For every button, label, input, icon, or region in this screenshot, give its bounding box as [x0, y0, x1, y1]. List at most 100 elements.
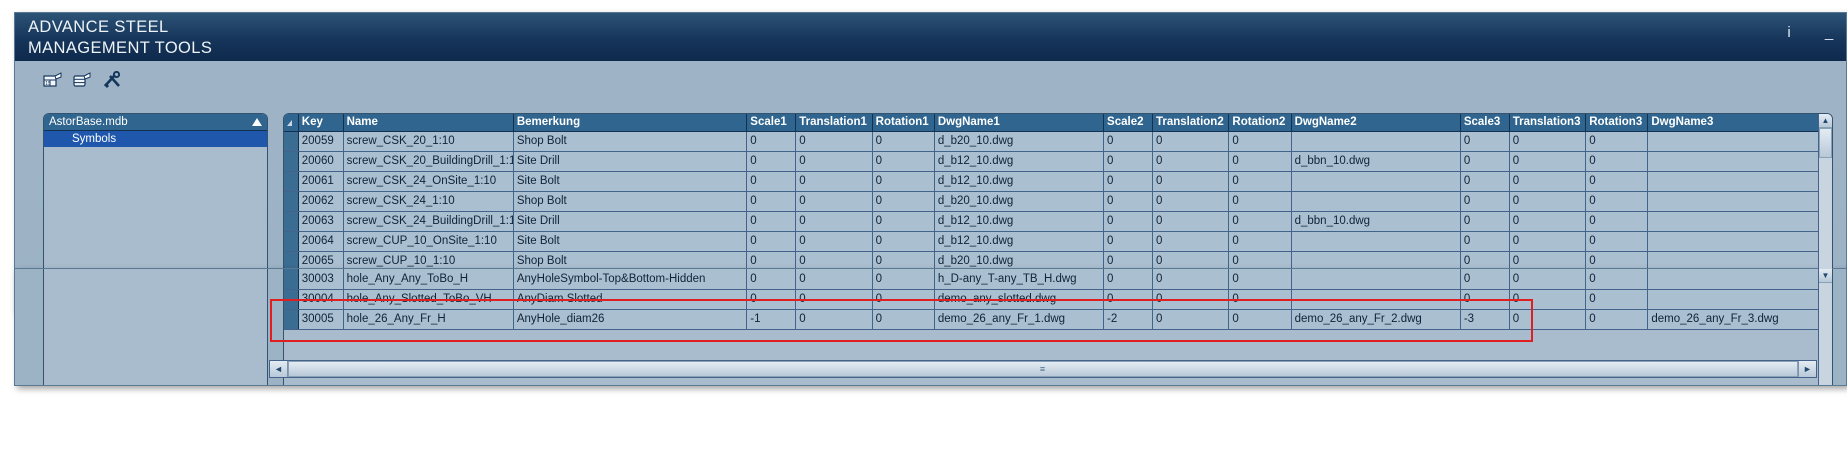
- cell-key[interactable]: 20065: [298, 251, 344, 272]
- cell-rotation1[interactable]: 0: [872, 269, 935, 290]
- cell-name[interactable]: screw_CUP_10_OnSite_1:10: [343, 231, 514, 252]
- cell-translation2[interactable]: 0: [1152, 251, 1230, 272]
- cell-bemerkung[interactable]: Site Bolt: [513, 231, 748, 252]
- cell-scale2[interactable]: 0: [1103, 211, 1153, 232]
- cell-scale2[interactable]: 0: [1103, 269, 1153, 290]
- cell-scale1[interactable]: 0: [746, 171, 797, 192]
- cell-bemerkung[interactable]: Site Drill: [513, 211, 748, 232]
- row-selector-cell[interactable]: [284, 131, 299, 152]
- cell-translation1[interactable]: 0: [795, 131, 873, 152]
- cell-rotation3[interactable]: 0: [1585, 269, 1649, 290]
- cell-scale3[interactable]: 0: [1460, 151, 1510, 172]
- cell-translation1[interactable]: 0: [795, 191, 873, 212]
- info-icon[interactable]: i: [1787, 24, 1791, 41]
- tree-node-symbols[interactable]: Symbols: [44, 131, 267, 147]
- cell-rotation2[interactable]: 0: [1228, 231, 1292, 252]
- cell-dwgname3[interactable]: [1647, 269, 1832, 290]
- cell-dwgname3[interactable]: [1647, 151, 1832, 172]
- cell-rotation1[interactable]: 0: [872, 289, 935, 310]
- cell-dwgname3[interactable]: [1647, 171, 1832, 192]
- cell-rotation1[interactable]: 0: [872, 231, 935, 252]
- cell-key[interactable]: 20063: [298, 211, 344, 232]
- select-all-corner[interactable]: [284, 114, 299, 132]
- cell-scale3[interactable]: 0: [1460, 289, 1510, 310]
- cell-rotation1[interactable]: 0: [872, 251, 935, 272]
- cell-rotation2[interactable]: 0: [1228, 309, 1292, 330]
- cell-rotation1[interactable]: 0: [872, 131, 935, 152]
- column-header-scale3[interactable]: Scale3: [1460, 114, 1510, 132]
- cell-bemerkung[interactable]: AnyHoleSymbol-Top&Bottom-Hidden: [513, 269, 748, 290]
- scroll-left-arrow-icon[interactable]: ◄: [270, 361, 288, 377]
- vertical-scroll-thumb[interactable]: [1819, 128, 1832, 158]
- column-header-name[interactable]: Name: [343, 114, 514, 132]
- cell-translation3[interactable]: 0: [1509, 309, 1587, 330]
- cell-dwgname3[interactable]: [1647, 231, 1832, 252]
- cell-dwgname3[interactable]: [1647, 191, 1832, 212]
- cell-translation1[interactable]: 0: [795, 151, 873, 172]
- cell-scale3[interactable]: -3: [1460, 309, 1510, 330]
- cell-bemerkung[interactable]: Site Drill: [513, 151, 748, 172]
- cell-scale1[interactable]: 0: [746, 269, 797, 290]
- cell-name[interactable]: screw_CSK_20_BuildingDrill_1:10: [343, 151, 514, 172]
- cell-dwgname3[interactable]: demo_26_any_Fr_3.dwg: [1647, 309, 1832, 330]
- cell-dwgname1[interactable]: d_b12_10.dwg: [934, 171, 1105, 192]
- cell-name[interactable]: screw_CSK_24_OnSite_1:10: [343, 171, 514, 192]
- cell-translation2[interactable]: 0: [1152, 151, 1230, 172]
- cell-bemerkung[interactable]: Shop Bolt: [513, 191, 748, 212]
- cell-dwgname1[interactable]: d_b12_10.dwg: [934, 151, 1105, 172]
- cell-dwgname1[interactable]: d_b20_10.dwg: [934, 251, 1105, 272]
- cell-scale1[interactable]: 0: [746, 191, 797, 212]
- scroll-right-arrow-icon[interactable]: ►: [1798, 361, 1816, 377]
- cell-scale1[interactable]: 0: [746, 211, 797, 232]
- cell-rotation1[interactable]: 0: [872, 151, 935, 172]
- cell-scale3[interactable]: 0: [1460, 211, 1510, 232]
- cell-scale2[interactable]: 0: [1103, 131, 1153, 152]
- row-selector-cell[interactable]: [284, 171, 299, 192]
- cell-key[interactable]: 30005: [298, 309, 344, 330]
- table-row[interactable]: 20062 screw_CSK_24_1:10 Shop Bolt 0 0 0 d_b20_…: [284, 191, 1832, 212]
- horizontal-scroll-track[interactable]: ≡: [288, 361, 1798, 377]
- cell-rotation2[interactable]: 0: [1228, 269, 1292, 290]
- cell-rotation1[interactable]: 0: [872, 171, 935, 192]
- table-row[interactable]: 20060 screw_CSK_20_BuildingDrill_1:10 Site…: [284, 151, 1832, 172]
- cell-scale3[interactable]: 0: [1460, 251, 1510, 272]
- horizontal-scrollbar[interactable]: ◄ ≡ ►: [269, 360, 1817, 378]
- cell-dwgname2[interactable]: demo_26_any_Fr_2.dwg: [1291, 309, 1461, 330]
- cell-dwgname1[interactable]: d_b12_10.dwg: [934, 231, 1105, 252]
- cell-rotation2[interactable]: 0: [1228, 171, 1292, 192]
- cell-name[interactable]: hole_Any_Any_ToBo_H: [343, 269, 514, 290]
- cell-dwgname2[interactable]: [1291, 131, 1461, 152]
- row-selector-cell[interactable]: [284, 151, 299, 172]
- cell-dwgname2[interactable]: [1291, 171, 1461, 192]
- table-row[interactable]: 20061 screw_CSK_24_OnSite_1:10 Site Bolt 0 0…: [284, 171, 1832, 192]
- cell-translation1[interactable]: 0: [795, 231, 873, 252]
- cell-rotation3[interactable]: 0: [1585, 251, 1649, 272]
- cell-scale1[interactable]: 0: [746, 151, 797, 172]
- cell-scale2[interactable]: 0: [1103, 191, 1153, 212]
- cell-scale2[interactable]: 0: [1103, 171, 1153, 192]
- cell-translation1[interactable]: 0: [795, 211, 873, 232]
- cell-rotation3[interactable]: 0: [1585, 151, 1649, 172]
- cell-dwgname1[interactable]: demo_any_slotted.dwg: [934, 289, 1105, 310]
- tools-icon[interactable]: [103, 70, 123, 89]
- cell-bemerkung[interactable]: AnyDiam Slotted: [513, 289, 748, 310]
- cell-scale3[interactable]: 0: [1460, 171, 1510, 192]
- cell-translation3[interactable]: 0: [1509, 151, 1587, 172]
- column-header-translation1[interactable]: Translation1: [795, 114, 873, 132]
- cell-dwgname3[interactable]: [1647, 131, 1832, 152]
- cell-name[interactable]: hole_Any_Slotted_ToBo_VH: [343, 289, 514, 310]
- cell-rotation2[interactable]: 0: [1228, 289, 1292, 310]
- cell-translation3[interactable]: 0: [1509, 269, 1587, 290]
- cell-rotation2[interactable]: 0: [1228, 131, 1292, 152]
- cell-key[interactable]: 20059: [298, 131, 344, 152]
- tree-header[interactable]: AstorBase.mdb: [44, 114, 267, 131]
- column-header-translation2[interactable]: Translation2: [1152, 114, 1230, 132]
- column-header-dwgname1[interactable]: DwgName1: [934, 114, 1105, 132]
- cell-translation3[interactable]: 0: [1509, 211, 1587, 232]
- cell-dwgname2[interactable]: [1291, 269, 1461, 290]
- cell-dwgname1[interactable]: d_b12_10.dwg: [934, 211, 1105, 232]
- table-row[interactable]: 20065 screw_CUP_10_1:10 Shop Bolt 0 0 0 d_b20_…: [284, 251, 1832, 272]
- table-row[interactable]: 30005 hole_26_Any_Fr_H AnyHole_diam26 -1 0 0 d…: [284, 309, 1832, 330]
- cell-translation1[interactable]: 0: [795, 171, 873, 192]
- cell-key[interactable]: 30003: [298, 269, 344, 290]
